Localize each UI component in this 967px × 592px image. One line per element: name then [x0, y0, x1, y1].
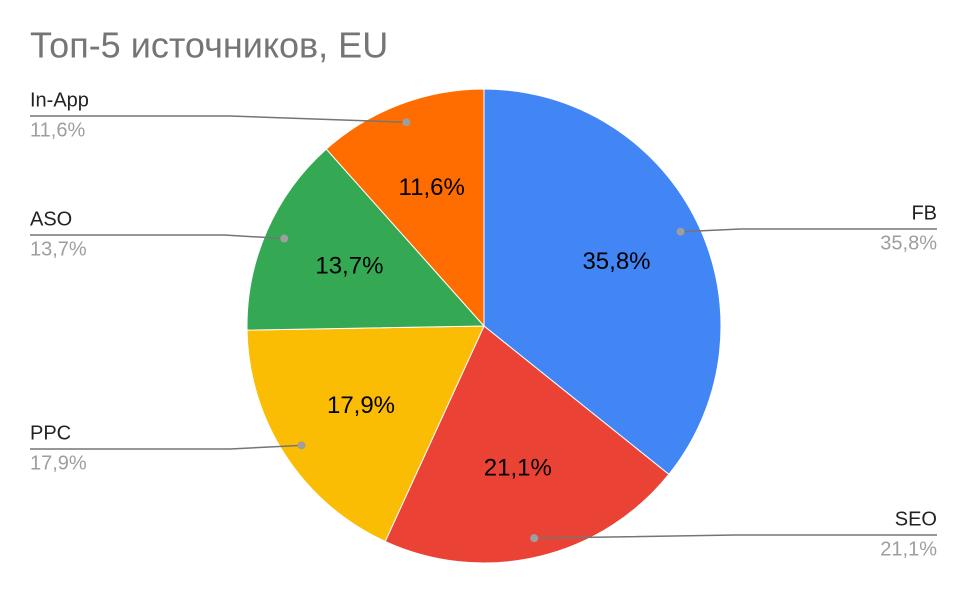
- leader-dot: [530, 534, 539, 543]
- legend-name: PPC: [30, 422, 71, 444]
- legend-name: ASO: [30, 208, 72, 230]
- leader-line: [534, 534, 937, 539]
- slice-label: 21,1%: [484, 454, 552, 481]
- legend-name: In-App: [30, 89, 89, 111]
- slice-label: 11,6%: [399, 174, 465, 201]
- pie-slice: [384, 325, 670, 564]
- leader-dot: [297, 441, 306, 450]
- legend-value: 17,9%: [30, 452, 87, 474]
- leader-dot: [280, 234, 289, 243]
- pie-slice: [325, 88, 485, 328]
- legend-value: 13,7%: [30, 238, 87, 260]
- pie-slice: [246, 325, 485, 543]
- pie-slice: [246, 148, 486, 331]
- leader-dot: [676, 227, 685, 236]
- leader-line: [30, 444, 302, 450]
- chart-title: Топ-5 источников, EU: [30, 25, 388, 66]
- legend-name: SEO: [895, 508, 937, 530]
- slice-label: 17,9%: [327, 392, 395, 419]
- leader-line: [30, 115, 407, 124]
- slice-label: 13,7%: [315, 252, 383, 279]
- legend-value: 21,1%: [880, 538, 937, 560]
- pie-slice: [483, 88, 722, 476]
- legend-value: 11,6%: [30, 119, 85, 141]
- leader-dot: [402, 118, 411, 127]
- slice-label: 35,8%: [582, 248, 650, 275]
- leader-line: [30, 234, 285, 240]
- legend-value: 35,8%: [880, 232, 937, 254]
- legend-name: FB: [911, 202, 937, 224]
- leader-line: [680, 228, 937, 233]
